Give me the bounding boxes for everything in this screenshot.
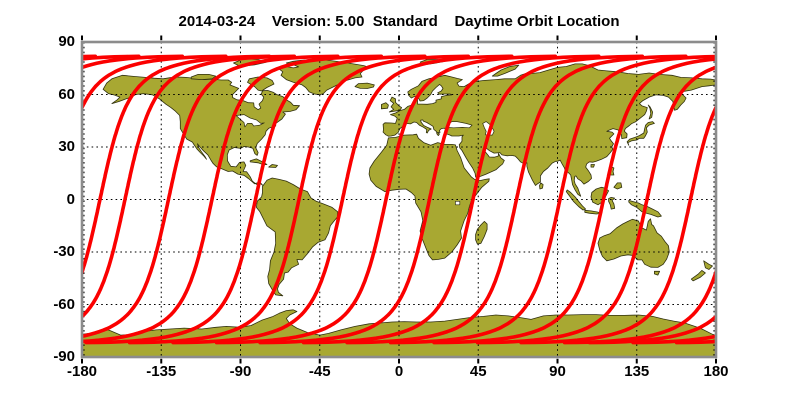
land-mindanao	[613, 182, 623, 190]
land-novaya-zemlya	[491, 64, 520, 77]
land-new-zealand-south	[690, 270, 706, 282]
y-tick-label: 60	[58, 85, 75, 103]
land-madagascar	[475, 221, 488, 245]
land-japan	[626, 121, 655, 146]
orbit-track	[432, 57, 716, 345]
x-tick-label: -180	[66, 363, 98, 380]
land-sulawesi	[608, 197, 616, 210]
y-tick-label: -90	[53, 348, 75, 365]
x-tick-label: -135	[146, 363, 177, 380]
lake-lake-victoria	[455, 200, 461, 206]
orbit-track	[519, 103, 716, 345]
orbit-track	[301, 54, 645, 345]
figure-title: 2014-03-24 Version: 5.00 Standard Daytim…	[178, 13, 620, 30]
map-area	[82, 42, 716, 357]
orbit-track	[127, 54, 471, 345]
orbit-track	[475, 65, 716, 345]
land-australia	[597, 218, 670, 268]
land-ireland	[381, 102, 389, 110]
y-tick-label: -30	[53, 243, 75, 260]
orbit-track	[258, 54, 601, 345]
land-hainan	[590, 164, 595, 168]
orbit-track	[674, 339, 716, 345]
land-south-america	[255, 177, 339, 297]
orbit-track	[562, 266, 716, 345]
x-tick-label: -90	[229, 363, 252, 380]
x-tick-label: 0	[394, 363, 404, 380]
x-tick-label: -45	[308, 363, 331, 380]
orbit-track	[84, 54, 427, 345]
x-tick-label: 45	[469, 363, 487, 380]
land-iceland	[354, 82, 375, 89]
orbit-track	[388, 54, 716, 345]
y-tick-label: 30	[58, 138, 75, 155]
orbit-track	[82, 54, 384, 344]
land-north-america	[102, 74, 300, 186]
land-sumatra	[565, 189, 587, 211]
land-new-zealand-north	[703, 260, 713, 270]
land-great-britain	[388, 96, 402, 113]
land-sri-lanka	[539, 182, 544, 190]
land-sakhalin	[647, 104, 653, 120]
lake-great-lakes	[235, 114, 265, 128]
land-tasmania	[654, 270, 660, 276]
x-tick-label: 90	[549, 363, 566, 380]
orbit-track	[82, 54, 340, 339]
land-baffin-island	[247, 76, 275, 92]
orbit-track	[82, 54, 228, 112]
orbit-track	[82, 54, 272, 278]
x-tick-label: 135	[624, 363, 650, 380]
orbit-track	[171, 54, 514, 345]
y-tick-label: -60	[53, 295, 75, 313]
orbit-track	[82, 54, 297, 319]
y-tick-label: 90	[58, 33, 75, 50]
land-hispaniola	[268, 164, 278, 168]
land-victoria-island	[190, 74, 217, 80]
x-tick-label: 180	[703, 363, 729, 380]
orbit-track	[214, 54, 558, 345]
y-tick-label: 0	[66, 190, 75, 208]
orbit-track	[345, 54, 688, 345]
land-java	[584, 209, 601, 215]
plot-frame	[80, 40, 718, 359]
